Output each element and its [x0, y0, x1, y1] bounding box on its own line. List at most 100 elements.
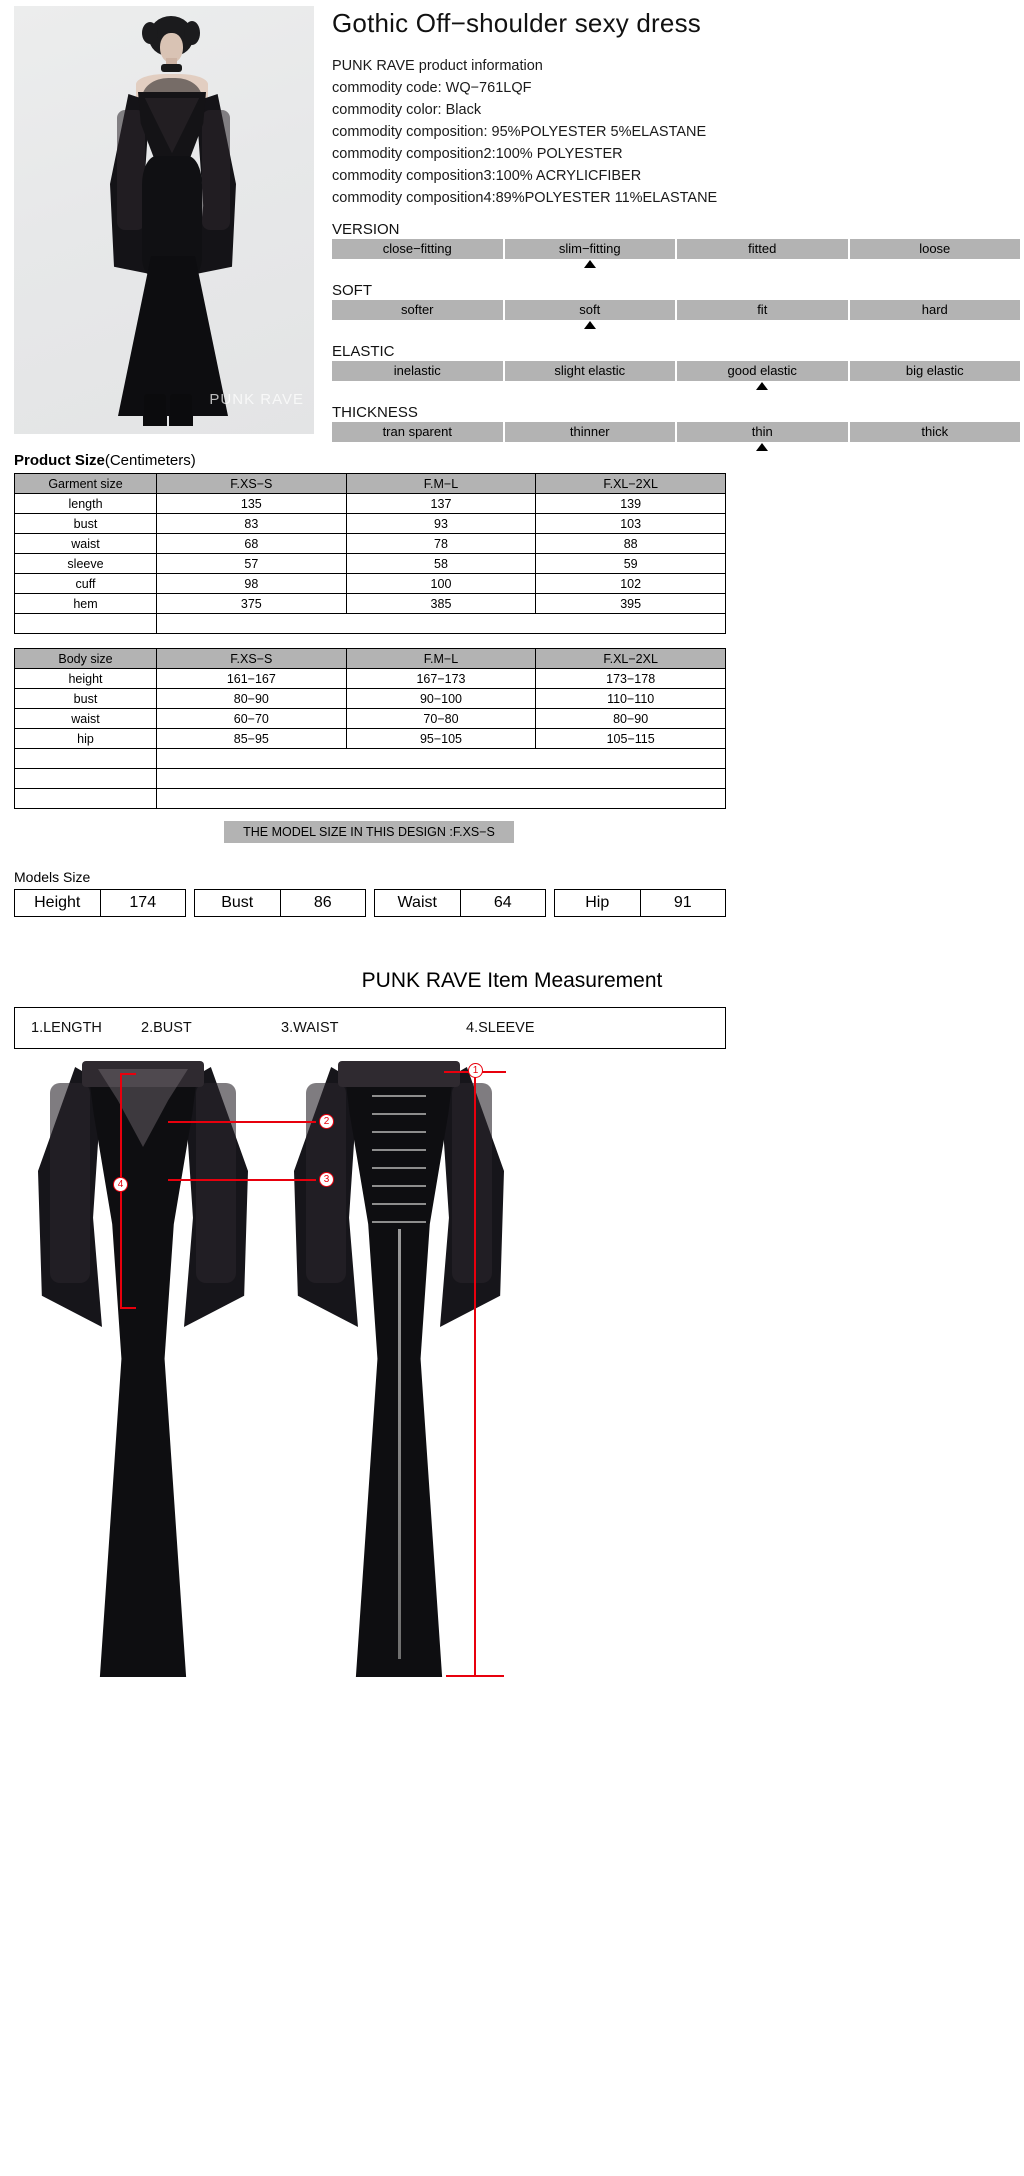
attribute-option[interactable]: inelastic — [332, 360, 503, 381]
attribute-option[interactable]: loose — [849, 238, 1020, 259]
models-size-key: Waist — [375, 890, 461, 916]
cell: 80−90 — [535, 708, 726, 729]
table-row: bust 83 93 103 — [14, 513, 726, 534]
attribute-option[interactable]: thinner — [504, 421, 675, 442]
legend-item-bust: 2.BUST — [141, 1020, 192, 1036]
table-row-empty — [14, 613, 726, 634]
attribute-group-soft: SOFT softer soft fit hard — [332, 282, 1020, 331]
attribute-option-selected[interactable]: soft — [504, 299, 675, 320]
info-line: commodity color: Black — [332, 101, 482, 118]
cell: 60−70 — [156, 708, 347, 729]
cell: 85−95 — [156, 728, 347, 749]
models-size-item: Hip 91 — [554, 889, 726, 917]
models-size-key: Bust — [195, 890, 281, 916]
attribute-option[interactable]: big elastic — [849, 360, 1020, 381]
models-size-value: 86 — [313, 894, 332, 911]
cell: 105−115 — [535, 728, 726, 749]
cell — [156, 613, 726, 634]
attribute-option[interactable]: tran sparent — [332, 421, 503, 442]
product-hero-photo: PUNK RAVE — [14, 6, 314, 434]
column-header: F.M−L — [345, 648, 537, 669]
cell — [156, 788, 726, 809]
attribute-scale: inelastic slight elastic good elastic bi… — [332, 360, 1020, 381]
attribute-group-elastic: ELASTIC inelastic slight elastic good el… — [332, 343, 1020, 392]
product-info-lines: PUNK RAVE product information commodity … — [332, 55, 1020, 209]
models-size-value: 91 — [673, 894, 692, 911]
info-line: commodity composition2:100% POLYESTER — [332, 145, 623, 162]
cell: 70−80 — [345, 708, 537, 729]
attribute-label: VERSION — [332, 220, 400, 238]
column-header: F.XL−2XL — [535, 648, 726, 669]
attribute-scale: tran sparent thinner thin thick — [332, 421, 1020, 442]
row-label: bust — [14, 513, 157, 534]
product-info-panel: Gothic Off−shoulder sexy dress PUNK RAVE… — [332, 6, 1020, 442]
attribute-option[interactable]: fitted — [677, 238, 848, 259]
column-header: Garment size — [14, 473, 157, 494]
corset-lacing — [372, 1089, 426, 1239]
info-line: PUNK RAVE product information — [332, 57, 543, 74]
measurement-legend: 1.LENGTH 2.BUST 3.WAIST 4.SLEEVE — [14, 1007, 726, 1049]
attribute-option-selected[interactable]: thin — [677, 421, 848, 442]
page-title: Gothic Off−shoulder sexy dress — [332, 8, 701, 38]
table-header-row: Garment size F.XS−S F.M−L F.XL−2XL — [14, 473, 726, 494]
cell: 173−178 — [535, 668, 726, 689]
attribute-option[interactable]: slight elastic — [504, 360, 675, 381]
models-size-value: 64 — [493, 894, 512, 911]
table-row: waist 68 78 88 — [14, 533, 726, 554]
back-ribbon — [398, 1229, 401, 1659]
attribute-scale: softer soft fit hard — [332, 299, 1020, 320]
column-header: Body size — [14, 648, 157, 669]
product-size-section: Product Size(Centimeters) Garment size F… — [0, 452, 1024, 1699]
models-size-key: Hip — [555, 890, 641, 916]
cell: 59 — [535, 553, 726, 574]
models-size-item: Height 174 — [14, 889, 186, 917]
row-label — [14, 748, 157, 769]
attribute-scale: close−fitting slim−fitting fitted loose — [332, 238, 1020, 259]
cell: 139 — [535, 493, 726, 514]
column-header: F.M−L — [345, 473, 537, 494]
models-size-item: Bust 86 — [194, 889, 366, 917]
row-label — [14, 613, 157, 634]
cell: 167−173 — [345, 668, 537, 689]
attribute-option-selected[interactable]: slim−fitting — [504, 238, 675, 259]
model-illustration — [14, 6, 314, 434]
legend-item-waist: 3.WAIST — [281, 1020, 339, 1036]
attribute-option[interactable]: hard — [849, 299, 1020, 320]
product-overview-section: PUNK RAVE Gothic Off−shoulder sexy dress… — [0, 0, 1024, 442]
product-size-title: Product Size(Centimeters) — [14, 452, 1010, 469]
column-header: F.XL−2XL — [535, 473, 726, 494]
row-label — [14, 788, 157, 809]
attribute-label: THICKNESS — [332, 403, 418, 421]
row-label: sleeve — [14, 553, 157, 574]
row-label: waist — [14, 533, 157, 554]
cell: 83 — [156, 513, 347, 534]
row-label: hip — [14, 728, 157, 749]
models-size-title: Models Size — [14, 869, 91, 885]
table-row-empty — [14, 768, 726, 789]
row-label: hem — [14, 593, 157, 614]
cell: 161−167 — [156, 668, 347, 689]
attribute-option-selected[interactable]: good elastic — [677, 360, 848, 381]
product-size-table: Garment size F.XS−S F.M−L F.XL−2XL lengt… — [14, 473, 726, 634]
table-row: cuff 98 100 102 — [14, 573, 726, 594]
cell: 98 — [156, 573, 347, 594]
row-label: waist — [14, 708, 157, 729]
table-row: hip 85−95 95−105 105−115 — [14, 728, 726, 749]
cell: 103 — [535, 513, 726, 534]
row-label: length — [14, 493, 157, 514]
cell: 385 — [345, 593, 537, 614]
attribute-option[interactable]: fit — [677, 299, 848, 320]
attribute-option[interactable]: thick — [849, 421, 1020, 442]
attribute-label: SOFT — [332, 281, 372, 299]
product-size-heading: Product Size — [14, 452, 105, 469]
model-size-note: THE MODEL SIZE IN THIS DESIGN :F.XS−S — [224, 821, 514, 843]
attribute-option[interactable]: softer — [332, 299, 503, 320]
attribute-option[interactable]: close−fitting — [332, 238, 503, 259]
measurement-title: PUNK RAVE Item Measurement — [361, 969, 663, 992]
table-row: hem 375 385 395 — [14, 593, 726, 614]
attribute-label: ELASTIC — [332, 342, 395, 360]
info-line: commodity composition: 95%POLYESTER 5%EL… — [332, 123, 707, 140]
column-header: F.XS−S — [156, 648, 347, 669]
models-size-row: Height 174 Bust 86 Waist 64 Hip 91 — [14, 889, 726, 917]
